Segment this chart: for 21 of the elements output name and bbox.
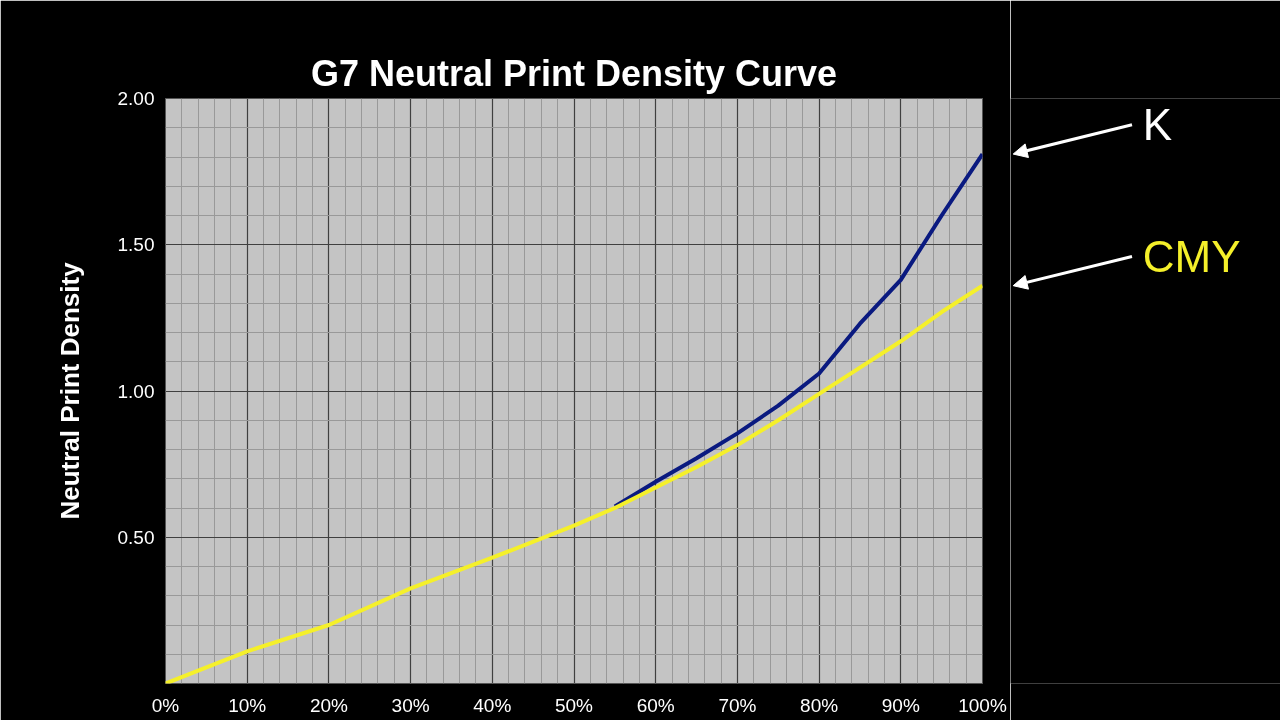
x-tick-label: 30% [391, 694, 430, 716]
text: K [1142, 100, 1173, 150]
x-tick-label: 10% [228, 694, 267, 716]
x-tick-label: 70% [718, 694, 757, 716]
x-tick-label: 90% [881, 694, 920, 716]
x-tick-label: 50% [554, 694, 594, 716]
line-series [165, 283, 983, 684]
x-tick-label: 20% [309, 694, 349, 716]
y-axis-title: Neutral Print Density [54, 261, 85, 520]
y-tick-label: 2.00 [117, 88, 155, 109]
text: CMY [1142, 231, 1241, 281]
y-tick-label: 1.00 [117, 380, 155, 402]
chart-title: G7 Neutral Print Density Curve [310, 52, 838, 94]
line-series [612, 152, 983, 509]
x-tick-label: 40% [473, 694, 512, 716]
x-tick-label: 60% [636, 694, 675, 716]
y-tick-label: 0.50 [117, 526, 155, 548]
x-tick-label: 0% [151, 694, 180, 716]
x-tick-label: 100% [958, 694, 1007, 716]
x-tick-label: 80% [800, 694, 839, 716]
y-tick-label: 1.50 [117, 234, 155, 256]
